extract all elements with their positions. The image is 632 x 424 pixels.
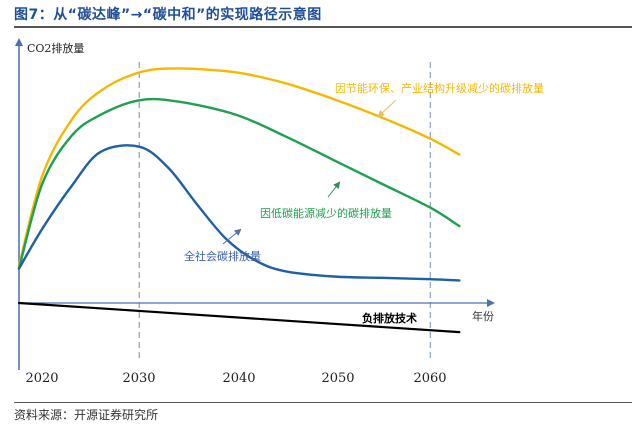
series-line-low-carbon bbox=[17, 97, 461, 270]
annotation-label: 负排放技术 bbox=[362, 311, 417, 325]
annotation-label: 因低碳能源减少的碳排放量 bbox=[260, 206, 392, 220]
annotation-arrow bbox=[377, 99, 397, 118]
annotation-label: 全社会碳排放量 bbox=[184, 249, 261, 263]
annotation-arrow bbox=[222, 228, 242, 245]
annotation-label: 因节能环保、产业结构升级减少的碳排放量 bbox=[335, 81, 544, 95]
x-tick-label: 2030 bbox=[122, 371, 155, 386]
x-tick-label: 2050 bbox=[321, 371, 354, 386]
series-line-negative-emission bbox=[17, 301, 461, 334]
source-note: 资料来源：开源证券研究所 bbox=[14, 408, 159, 422]
figure-title: 图7：从“碳达峰”→“碳中和”的实现路径示意图 bbox=[14, 7, 322, 23]
series-line-energy-saving bbox=[17, 67, 461, 268]
x-tick-label: 2020 bbox=[25, 371, 58, 386]
x-tick-label: 2060 bbox=[413, 371, 446, 386]
annotation-arrow bbox=[327, 181, 341, 198]
x-axis-label: 年份 bbox=[472, 309, 494, 323]
series-line-total-emission bbox=[17, 144, 461, 282]
y-axis-label: CO2排放量 bbox=[27, 41, 84, 55]
title-divider bbox=[14, 26, 632, 28]
footer-divider bbox=[14, 402, 632, 403]
x-tick-label: 2040 bbox=[222, 371, 255, 386]
